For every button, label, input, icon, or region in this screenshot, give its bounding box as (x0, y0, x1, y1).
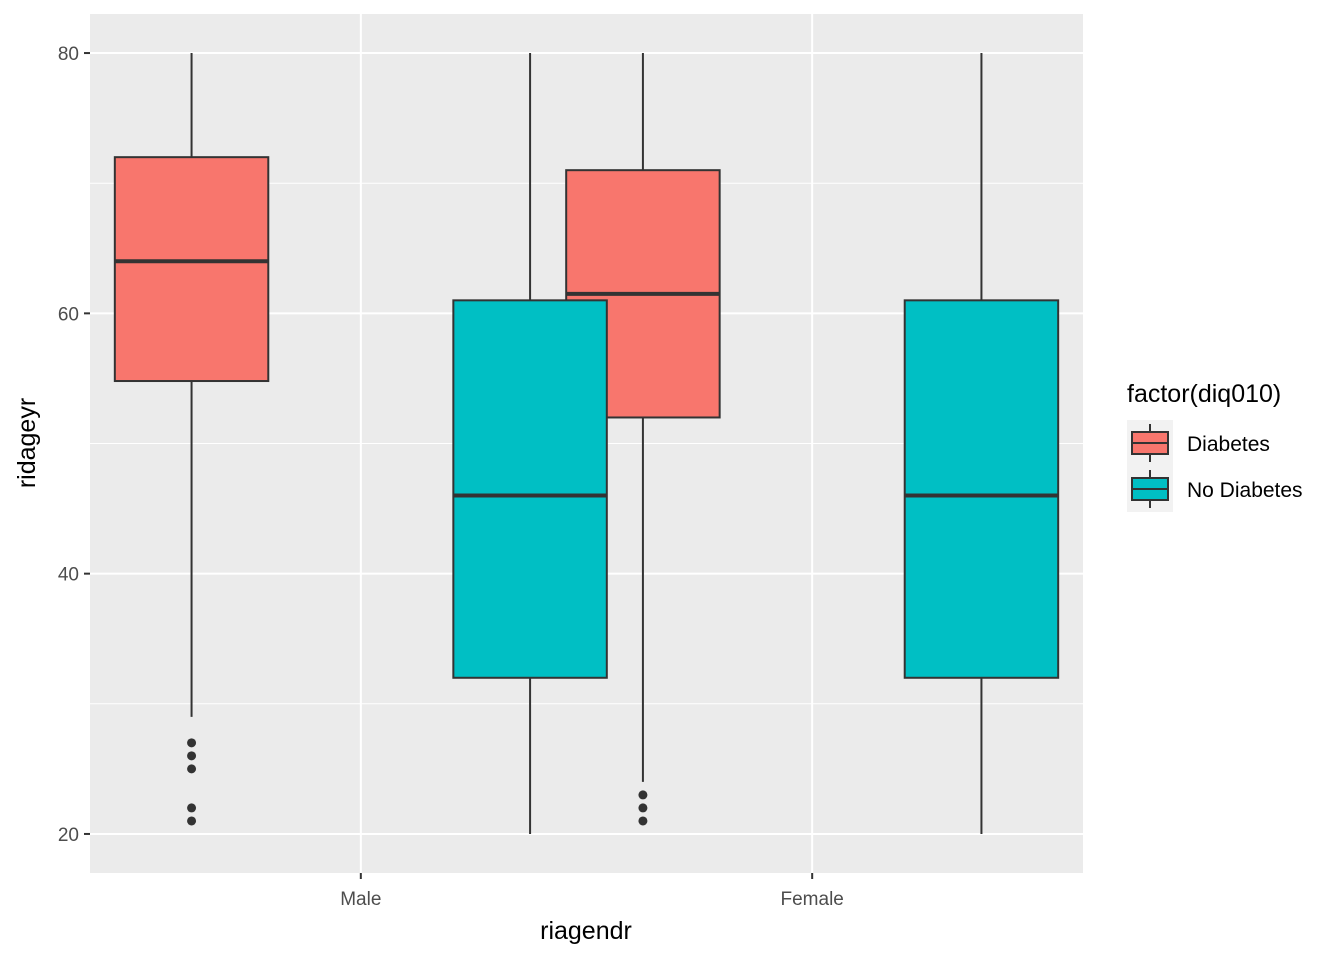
box-iqr (452, 299, 608, 679)
outlier-point (638, 790, 648, 800)
y-tick-label: 60 (58, 304, 79, 325)
legend: factor(diq010) Diabetes No Diabetes (1127, 380, 1303, 512)
outlier-point (187, 751, 197, 761)
box-no-diabetes-male (452, 53, 608, 834)
x-axis: Male Female (340, 873, 844, 910)
x-tick-label: Female (781, 889, 844, 910)
outlier-point (187, 816, 197, 826)
outlier-point (187, 803, 197, 813)
legend-label: Diabetes (1187, 433, 1270, 456)
box-iqr (903, 299, 1060, 679)
outlier-point (638, 803, 648, 813)
x-axis-title: riagendr (540, 917, 632, 945)
y-tick-label: 40 (58, 565, 79, 586)
x-tick-label: Male (340, 889, 381, 910)
box-layer (113, 53, 1060, 834)
outlier-point (638, 816, 648, 826)
outlier-point (187, 738, 197, 748)
y-tick-label: 80 (58, 44, 79, 65)
box-no-diabetes-female (903, 53, 1060, 834)
outlier-point (187, 764, 197, 774)
box-iqr (113, 156, 270, 383)
y-tick-label: 20 (58, 825, 79, 846)
legend-label: No Diabetes (1187, 479, 1303, 502)
y-axis: 20 40 60 80 (58, 44, 90, 846)
legend-title: factor(diq010) (1127, 380, 1281, 408)
box-diabetes-male (113, 53, 270, 826)
y-axis-title: ridageyr (13, 398, 41, 488)
